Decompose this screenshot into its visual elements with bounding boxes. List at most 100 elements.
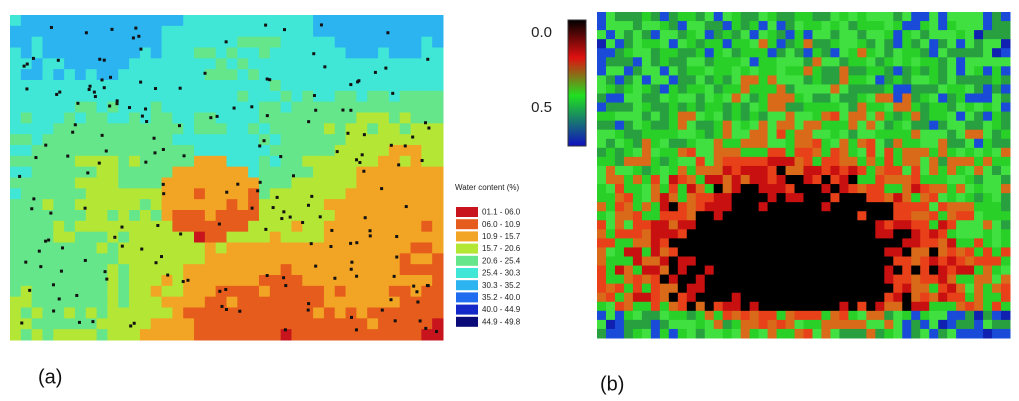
map-cell [64, 329, 76, 341]
map-cell [758, 102, 769, 113]
map-cell [118, 145, 130, 157]
sample-point [109, 75, 113, 79]
map-cell [821, 292, 831, 303]
map-cell [992, 211, 1002, 221]
map-cell [668, 102, 679, 113]
map-cell [803, 310, 813, 321]
map-cell [623, 274, 634, 285]
map-cell [269, 134, 282, 146]
map-cell [722, 57, 733, 67]
map-cell [722, 247, 733, 257]
map-cell [776, 247, 787, 257]
map-cell [129, 145, 141, 157]
map-cell [749, 211, 760, 221]
map-cell [812, 12, 822, 22]
map-cell [866, 57, 876, 67]
map-cell [356, 36, 368, 48]
map-cell [668, 30, 679, 40]
map-cell [161, 329, 173, 341]
map-cell [42, 145, 54, 157]
map-cell [992, 57, 1002, 67]
sample-point [44, 143, 48, 147]
map-cell [749, 328, 760, 339]
map-cell [911, 184, 921, 194]
map-cell [107, 155, 119, 168]
map-cell [785, 319, 796, 330]
map-cell [74, 80, 87, 92]
map-cell [722, 328, 733, 339]
map-cell [421, 166, 433, 178]
map-cell [74, 253, 87, 265]
sample-point [330, 228, 334, 232]
map-cell [821, 21, 831, 31]
map-cell [884, 165, 894, 176]
map-cell [53, 264, 65, 276]
sample-point [44, 239, 48, 243]
map-cell [605, 39, 616, 49]
map-cell [641, 193, 652, 203]
map-cell [1001, 147, 1011, 158]
map-cell [378, 90, 390, 103]
map-cell [974, 138, 984, 149]
map-cell [902, 102, 912, 113]
map-cell [740, 21, 751, 31]
map-cell [291, 47, 303, 59]
map-cell [902, 319, 912, 330]
map-cell [902, 229, 912, 239]
map-cell [920, 138, 930, 149]
map-cell [965, 57, 975, 67]
map-cell [42, 318, 54, 330]
map-cell [983, 193, 993, 203]
map-cell [10, 90, 22, 103]
map-cell [280, 134, 292, 146]
map-cell [776, 75, 787, 85]
map-cell [677, 319, 688, 330]
map-cell [947, 238, 957, 248]
map-cell [432, 220, 444, 233]
map-cell [432, 80, 444, 92]
map-cell [85, 188, 98, 200]
map-cell [830, 220, 840, 230]
map-cell [956, 292, 966, 303]
map-cell [421, 58, 433, 70]
map-cell [938, 147, 948, 158]
map-cell [794, 319, 804, 330]
map-cell [31, 264, 43, 276]
map-cell [31, 145, 43, 157]
map-cell [345, 58, 357, 70]
map-cell [947, 12, 957, 22]
map-cell [623, 220, 634, 230]
map-cell [803, 102, 813, 113]
map-cell [367, 123, 379, 135]
map-cell [857, 229, 867, 239]
map-cell [938, 193, 948, 203]
map-cell [597, 12, 607, 22]
map-cell [704, 30, 715, 40]
map-cell [974, 184, 984, 194]
sample-point [28, 288, 32, 292]
map-cell [695, 147, 706, 158]
map-cell [226, 188, 238, 200]
map-cell [623, 319, 634, 330]
map-cell [64, 264, 76, 276]
map-cell [893, 39, 903, 49]
map-cell [614, 75, 625, 85]
map-cell [150, 15, 163, 27]
map-cell [749, 256, 760, 267]
map-cell [107, 101, 119, 113]
map-cell [965, 138, 975, 149]
sample-point [145, 120, 149, 124]
map-cell [248, 112, 260, 124]
map-cell [129, 275, 141, 287]
map-cell [150, 80, 163, 92]
map-cell [785, 66, 796, 76]
map-cell [974, 283, 984, 294]
map-cell [875, 256, 885, 267]
map-cell [839, 12, 849, 22]
map-cell [677, 21, 688, 31]
map-cell [96, 188, 108, 200]
map-cell [605, 202, 616, 212]
map-cell [623, 238, 634, 248]
map-cell [713, 328, 724, 339]
